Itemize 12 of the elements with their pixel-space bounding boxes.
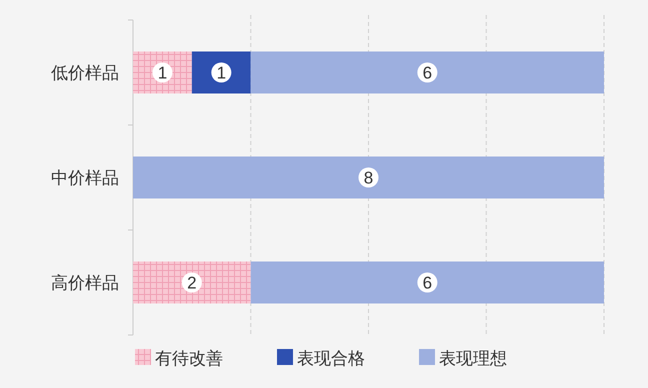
- data-label: 1: [216, 64, 226, 82]
- legend-label: 表现理想: [439, 349, 507, 368]
- data-label: 6: [422, 64, 432, 82]
- legend-label: 有待改善: [155, 349, 223, 368]
- legend-label: 表现合格: [297, 349, 365, 368]
- y-tick-label: 低价样品: [51, 64, 119, 82]
- data-label: 8: [364, 168, 374, 188]
- y-tick-label: 高价样品: [51, 274, 119, 292]
- data-label: 1: [158, 64, 168, 82]
- data-label: 6: [422, 274, 432, 292]
- y-tick-label: 中价样品: [51, 168, 119, 188]
- data-label: 2: [187, 274, 197, 292]
